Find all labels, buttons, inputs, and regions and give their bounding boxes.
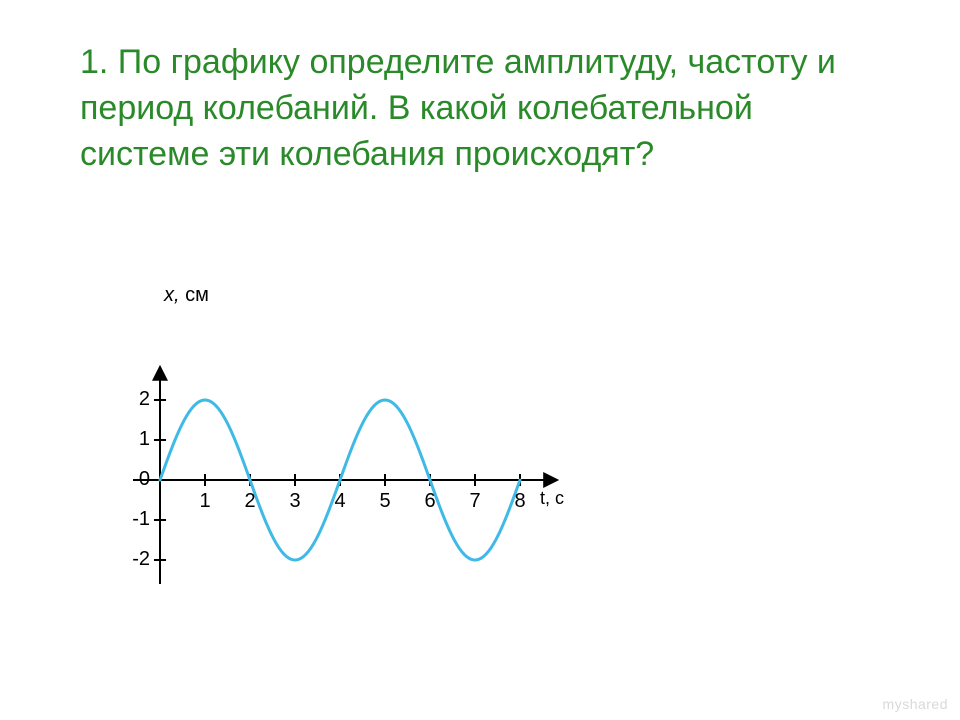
y-tick-label: 0 [126,468,150,491]
x-tick-label: 8 [510,490,530,513]
x-tick-label: 5 [375,490,395,513]
x-tick-label: 1 [195,490,215,513]
y-axis-unit: см [185,284,209,306]
y-tick-label: -2 [126,548,150,571]
y-tick-label: -1 [126,508,150,531]
x-tick-label: 6 [420,490,440,513]
x-tick-label: 3 [285,490,305,513]
y-axis-label: x, см [164,284,209,307]
x-tick-label: 7 [465,490,485,513]
page: 1. По графику определите амплитуду, част… [0,0,960,720]
chart-svg [100,290,580,630]
x-tick-label: 2 [240,490,260,513]
y-tick-label: 1 [126,428,150,451]
question-text: 1. По графику определите амплитуду, част… [80,40,880,178]
y-tick-label: 2 [126,388,150,411]
watermark: myshared [883,696,948,712]
y-axis-var: x, [164,284,180,306]
oscillation-chart: x, см t, с -2-1012 12345678 [100,290,580,635]
x-tick-label: 4 [330,490,350,513]
x-axis-label: t, с [540,488,564,509]
